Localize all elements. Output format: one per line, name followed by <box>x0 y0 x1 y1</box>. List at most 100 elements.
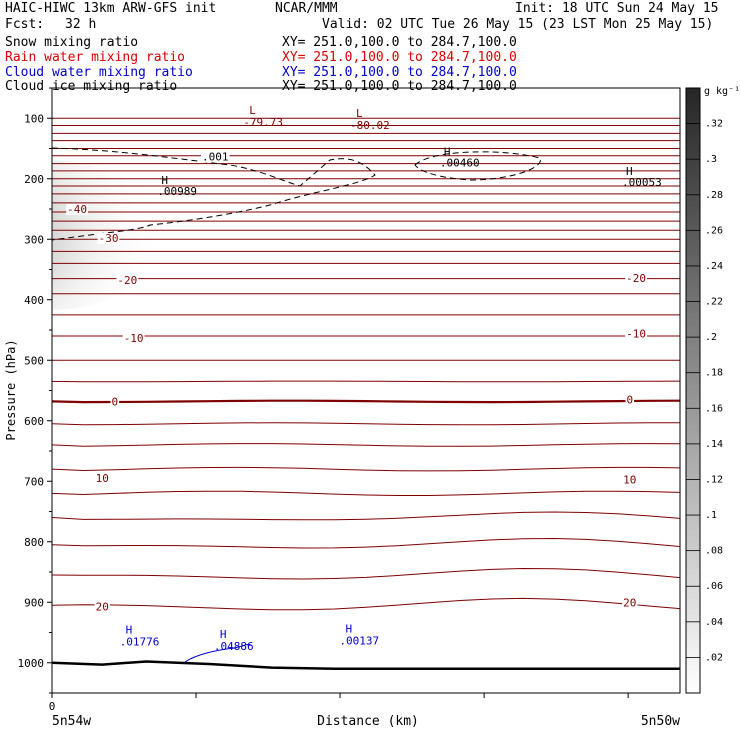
field-cloudwater-name: Cloud water mixing ratio <box>5 65 193 80</box>
model-title: HAIC-HIWC 13km ARW-GFS init <box>5 1 217 16</box>
isotherm-label-bg <box>110 396 120 408</box>
x-right-label: 5n50w <box>641 714 680 729</box>
isotherm-label-bg <box>94 473 110 485</box>
isotherm-line <box>52 537 680 549</box>
low-value: -79.73 <box>243 116 283 129</box>
fcst-value: 32 h <box>65 17 97 32</box>
isotherm-line <box>52 511 680 521</box>
colorbar-tick-label: .24 <box>705 261 723 272</box>
x-axis-label: Distance (km) <box>317 714 419 729</box>
isotherm-line <box>52 380 680 383</box>
fcst-label: Fcst: <box>5 17 45 32</box>
isotherm-label-bg <box>97 233 120 245</box>
init-time: Init: 18 UTC Sun 24 May 15 <box>515 1 719 16</box>
y-tick-label-800: 800 <box>24 536 44 549</box>
isotherm-label: -10 <box>626 328 646 341</box>
colorbar-tick-label: .32 <box>705 119 723 130</box>
valid-time: Valid: 02 UTC Tue 26 May 15 (23 LST Mon … <box>322 17 714 32</box>
y-axis-label: Pressure (hPa) <box>4 339 18 440</box>
colorbar-tick-label: .02 <box>705 652 723 663</box>
cloud-water-high-marker: H <box>345 622 352 635</box>
isotherm-label-bg <box>122 332 145 344</box>
isotherm-line <box>52 597 680 611</box>
cloud-water-high-marker: H <box>126 624 133 637</box>
high-value: .00053 <box>622 176 662 189</box>
isotherm-label-bg <box>94 601 110 613</box>
field-snow-xy: XY= 251.0,100.0 to 284.7,100.0 <box>282 35 517 50</box>
field-cloudice-xy: XY= 251.0,100.0 to 284.7,100.0 <box>282 79 517 94</box>
field-cloudwater-xy: XY= 251.0,100.0 to 284.7,100.0 <box>282 65 517 80</box>
field-rain-xy: XY= 251.0,100.0 to 284.7,100.0 <box>282 50 517 65</box>
colorbar-tick-label: .1 <box>705 510 717 521</box>
y-tick-label-300: 300 <box>24 233 44 246</box>
colorbar-tick-label: .2 <box>705 332 717 343</box>
y-tick-label-600: 600 <box>24 415 44 428</box>
y-tick-label-200: 200 <box>24 173 44 186</box>
colorbar-tick-label: .22 <box>705 297 723 308</box>
x-axis <box>51 693 629 698</box>
x-left-label: 5n54w <box>52 714 91 729</box>
y-tick-label-900: 900 <box>24 596 44 609</box>
high-value: .00989 <box>157 185 197 198</box>
colorbar-tick-label: .08 <box>705 546 723 557</box>
isotherm-line <box>52 490 680 496</box>
colorbar-tick-label: .06 <box>705 581 723 592</box>
cloud-water-contour <box>184 644 253 663</box>
y-tick-label-1000: 1000 <box>18 657 45 670</box>
terrain-line <box>52 660 680 671</box>
isotherm-label-bg <box>622 474 638 486</box>
isotherm-label: -20 <box>117 274 137 287</box>
colorbar-tick-label: .12 <box>705 474 723 485</box>
colorbar-tick-label: .3 <box>705 154 717 165</box>
colorbar: .02 .04 .06 .08 .1 .12 .14 .16 .18 .2 .22 .24 .26 .28… <box>685 87 723 694</box>
isotherm-label: 0 <box>626 394 633 407</box>
cloud-water-high-marker: H <box>220 628 227 641</box>
colorbar-tick-label: .14 <box>705 439 723 450</box>
low-marker: L <box>249 104 256 117</box>
cloud-ice-contour-label-bg <box>201 151 230 163</box>
cloud-ice-contour-label: .001 <box>202 150 229 163</box>
colorbar-tick-label: .16 <box>705 403 723 414</box>
isotherm-label: 10 <box>623 473 636 486</box>
y-axis: 100 200 300 400 500 600 700 800 900 1000 <box>18 87 52 694</box>
high-marker: H <box>444 145 451 158</box>
colorbar-body <box>685 87 701 694</box>
high-marker: H <box>161 174 168 187</box>
colorbar-tick-label: .26 <box>705 225 723 236</box>
cloud-water-high-value: .00137 <box>339 634 379 647</box>
isotherm-label: 20 <box>623 596 636 609</box>
low-value: -80.02 <box>350 119 390 132</box>
x-tick-label-zero: 0 <box>49 700 56 713</box>
isotherm-line <box>52 422 680 426</box>
isotherm-label-bg <box>66 204 89 215</box>
isotherm-line <box>52 443 680 447</box>
isotherm-line <box>52 567 680 580</box>
isotherm-label-bg <box>625 272 647 284</box>
high-value: .00460 <box>440 156 480 169</box>
cloud-water-high-value: .04886 <box>214 640 254 653</box>
cloud-water-high-value: .01776 <box>120 636 160 649</box>
isotherm-label: 10 <box>96 472 109 485</box>
isotherm-line <box>52 466 680 472</box>
isotherm-label-bg <box>622 597 638 609</box>
isotherm-label: -40 <box>67 203 87 216</box>
y-tick-label-500: 500 <box>24 354 44 367</box>
isotherm-label-bg <box>625 394 635 406</box>
isotherm-label: -20 <box>626 272 646 285</box>
isotherm-label: 0 <box>111 395 118 408</box>
isotherm-label-bg <box>116 274 139 286</box>
y-tick-label-400: 400 <box>24 294 44 307</box>
colorbar-tick-label: .18 <box>705 368 723 379</box>
y-tick-label-700: 700 <box>24 475 44 488</box>
isotherm-label: -10 <box>124 332 144 345</box>
y-tick-label-100: 100 <box>24 112 44 125</box>
isotherm-label: 20 <box>96 600 109 613</box>
low-marker: L <box>356 107 363 120</box>
field-cloudice-name: Cloud ice mixing ratio <box>5 79 178 94</box>
isotherm-lines <box>52 117 680 611</box>
org-label: NCAR/MMM <box>275 1 338 16</box>
field-rain-name: Rain water mixing ratio <box>5 50 186 65</box>
